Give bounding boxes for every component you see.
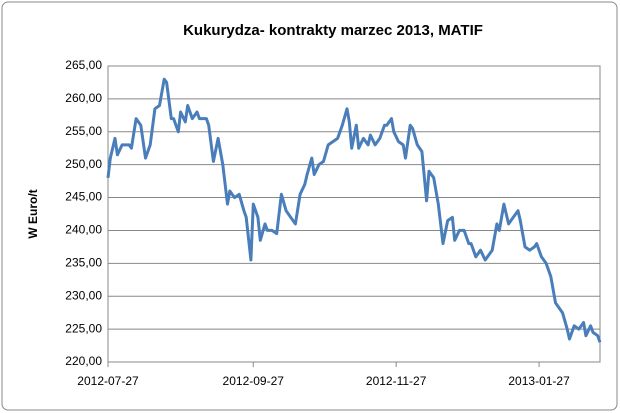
x-tick-label: 2013-01-27 — [508, 374, 570, 388]
y-tick-label: 225,00 — [65, 321, 102, 335]
x-tick-label: 2012-11-27 — [366, 374, 427, 388]
y-axis-label: W Euro/t — [26, 189, 40, 238]
y-tick-label: 245,00 — [65, 190, 102, 204]
y-tick-label: 255,00 — [65, 124, 102, 138]
x-tick-label: 2012-07-27 — [77, 374, 139, 388]
chart-title: Kukurydza- kontrakty marzec 2013, MATIF — [183, 22, 483, 39]
y-tick-label: 265,00 — [65, 58, 102, 72]
y-tick-label: 260,00 — [65, 91, 102, 105]
y-tick-label: 235,00 — [65, 256, 102, 270]
x-tick-label: 2012-09-27 — [223, 374, 285, 388]
data-line — [106, 77, 602, 343]
y-tick-label: 240,00 — [65, 223, 102, 237]
y-tick-label: 220,00 — [65, 354, 102, 368]
y-tick-label: 230,00 — [65, 288, 102, 302]
y-tick-label: 250,00 — [65, 157, 102, 171]
